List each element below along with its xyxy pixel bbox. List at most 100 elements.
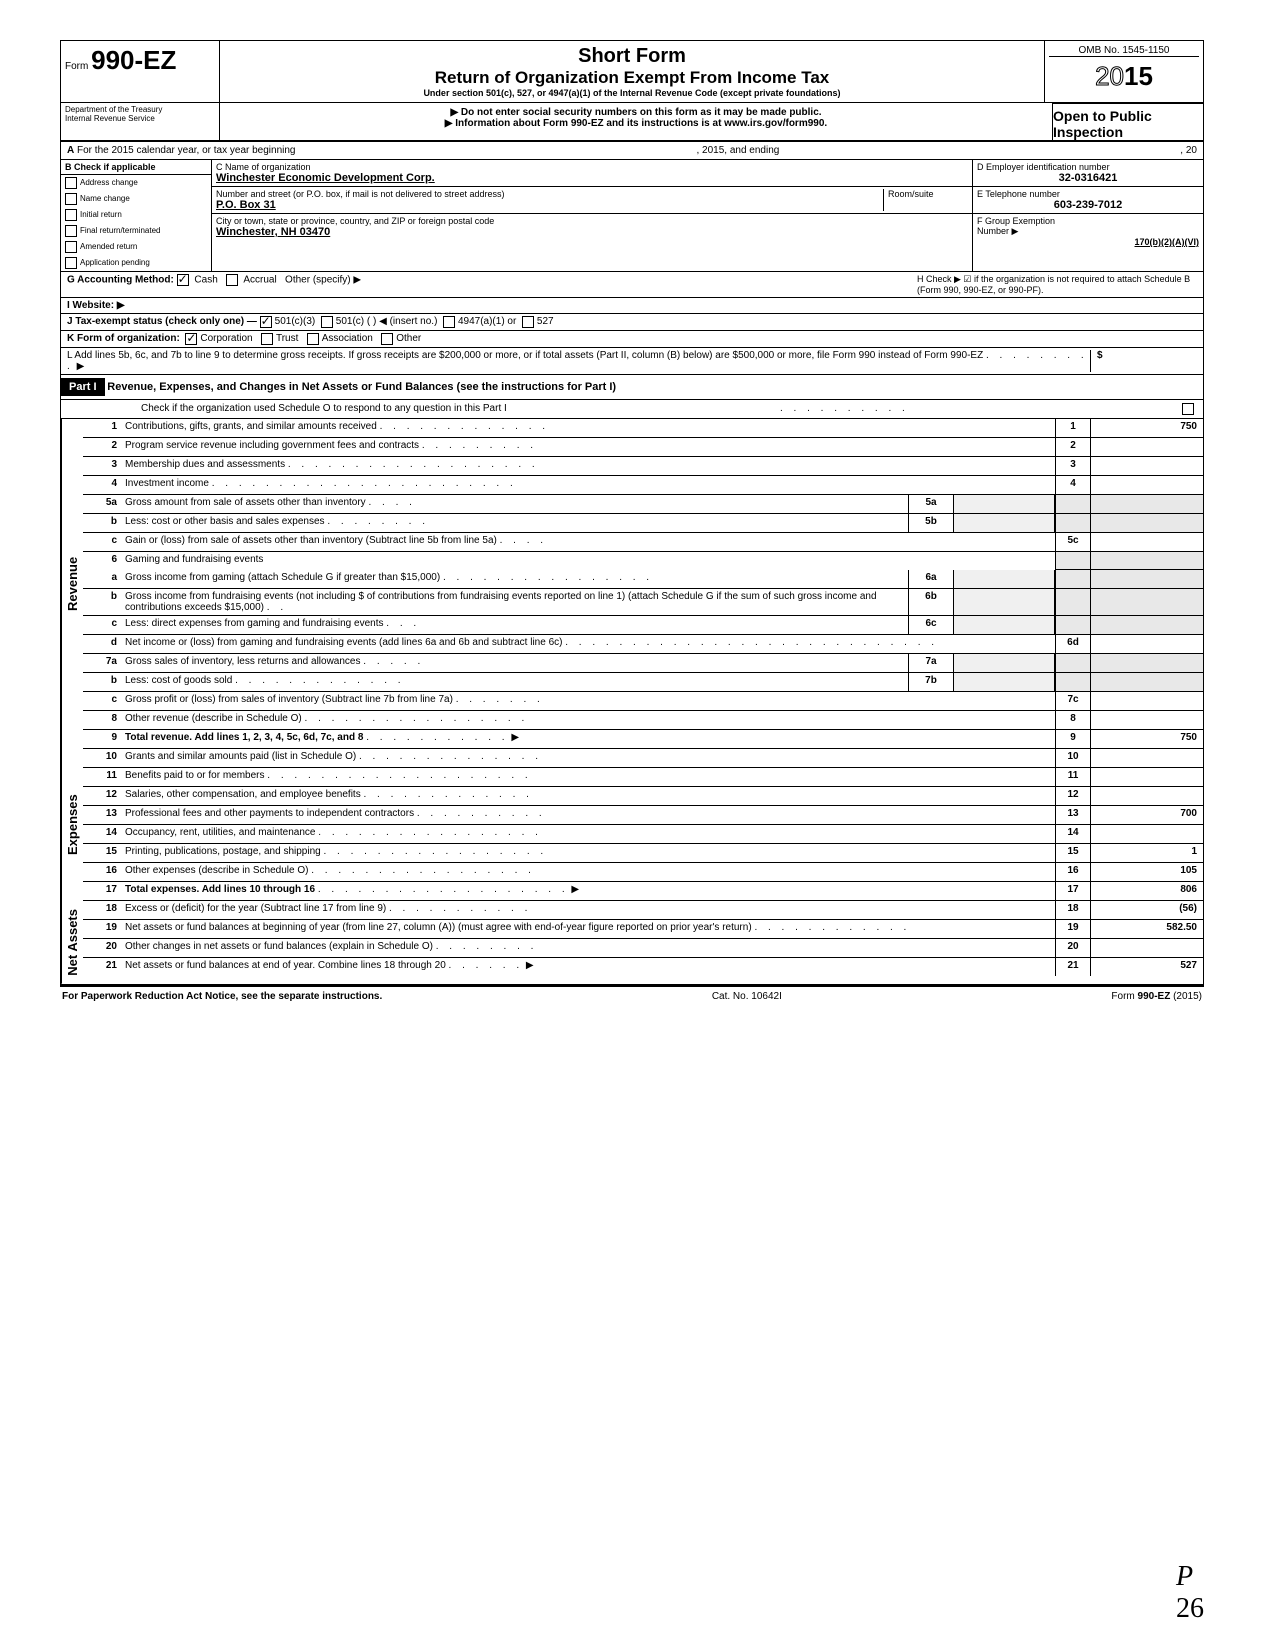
phone-value: 603-239-7012 bbox=[977, 199, 1199, 211]
form-year: 2015 bbox=[1049, 56, 1199, 92]
line-7c: c Gross profit or (loss) from sales of i… bbox=[83, 692, 1203, 711]
g-accrual: Accrual bbox=[243, 275, 276, 286]
line-6: 6 Gaming and fundraising events bbox=[83, 552, 1203, 570]
k-corp-checkbox[interactable] bbox=[185, 333, 197, 345]
j-527-checkbox[interactable] bbox=[522, 316, 534, 328]
dept-cell: Department of the Treasury Internal Reve… bbox=[61, 103, 220, 140]
j-opt2: 501(c) ( ) ◀ (insert no.) bbox=[336, 316, 438, 328]
k-corp: Corporation bbox=[200, 333, 252, 345]
row-a-right: , 20 bbox=[1180, 145, 1197, 156]
b-item-1[interactable]: Name change bbox=[61, 191, 211, 207]
k-trust-checkbox[interactable] bbox=[261, 333, 273, 345]
d-row: D Employer identification number 32-0316… bbox=[973, 160, 1203, 187]
line-2: 2 Program service revenue including gove… bbox=[83, 438, 1203, 457]
line-15: 15 Printing, publications, postage, and … bbox=[83, 844, 1203, 863]
j-501c-checkbox[interactable] bbox=[321, 316, 333, 328]
e-label: E Telephone number bbox=[977, 189, 1060, 199]
net-assets-label: Net Assets bbox=[61, 901, 83, 984]
l-text: L Add lines 5b, 6c, and 7b to line 9 to … bbox=[67, 350, 983, 361]
j-opt4: 527 bbox=[537, 316, 554, 328]
line-10: 10 Grants and similar amounts paid (list… bbox=[83, 749, 1203, 768]
line-1: 1 Contributions, gifts, grants, and simi… bbox=[83, 419, 1203, 438]
dept-row: Department of the Treasury Internal Reve… bbox=[61, 103, 1203, 142]
g-other: Other (specify) ▶ bbox=[285, 275, 361, 286]
line-9: 9 Total revenue. Add lines 1, 2, 3, 4, 5… bbox=[83, 730, 1203, 749]
l-dollar: $ bbox=[1097, 350, 1103, 361]
form-prefix: Form bbox=[65, 61, 88, 72]
line-18: 18 Excess or (deficit) for the year (Sub… bbox=[83, 901, 1203, 920]
line-6d: d Net income or (loss) from gaming and f… bbox=[83, 635, 1203, 654]
b-item-4[interactable]: Amended return bbox=[61, 239, 211, 255]
ein-value: 32-0316421 bbox=[977, 172, 1199, 184]
expenses-section: Expenses 10 Grants and similar amounts p… bbox=[61, 749, 1203, 901]
line-6a: a Gross income from gaming (attach Sched… bbox=[83, 570, 1203, 589]
row-a-prefix: A bbox=[67, 145, 74, 156]
footer: For Paperwork Reduction Act Notice, see … bbox=[60, 987, 1204, 1006]
form-ref: Form 990-EZ (2015) bbox=[1111, 991, 1202, 1002]
g-cash: Cash bbox=[194, 275, 217, 286]
f-cite: 170(b)(2)(A)(VI) bbox=[977, 237, 1199, 247]
b-item-5[interactable]: Application pending bbox=[61, 255, 211, 271]
j-label: J Tax-exempt status (check only one) — bbox=[67, 316, 257, 328]
k-label: K Form of organization: bbox=[67, 333, 180, 345]
g-cash-checkbox[interactable] bbox=[177, 274, 189, 286]
col-c: C Name of organization Winchester Econom… bbox=[212, 160, 972, 271]
h-text: H Check ▶ ☑ if the organization is not r… bbox=[917, 274, 1197, 295]
line-16: 16 Other expenses (describe in Schedule … bbox=[83, 863, 1203, 882]
street-value: P.O. Box 31 bbox=[216, 199, 276, 211]
line-11: 11 Benefits paid to or for members . . .… bbox=[83, 768, 1203, 787]
j-4947-checkbox[interactable] bbox=[443, 316, 455, 328]
year-bold: 15 bbox=[1124, 61, 1153, 91]
k-other: Other bbox=[396, 333, 421, 345]
j-opt3: 4947(a)(1) or bbox=[458, 316, 516, 328]
g-accrual-checkbox[interactable] bbox=[226, 274, 238, 286]
omb-number: OMB No. 1545-1150 bbox=[1049, 45, 1199, 56]
row-a-mid: , 2015, and ending bbox=[696, 145, 779, 156]
city-label: City or town, state or province, country… bbox=[216, 216, 494, 226]
part1-header-row: Part I Revenue, Expenses, and Changes in… bbox=[61, 375, 1203, 400]
irs-label: Internal Revenue Service bbox=[65, 114, 215, 123]
dept-treasury: Department of the Treasury bbox=[65, 105, 215, 114]
street-label: Number and street (or P.O. box, if mail … bbox=[216, 189, 504, 199]
return-title: Return of Organization Exempt From Incom… bbox=[224, 68, 1040, 88]
open-cell: Open to Public Inspection bbox=[1052, 103, 1203, 140]
line-6b: b Gross income from fundraising events (… bbox=[83, 589, 1203, 616]
line-20: 20 Other changes in net assets or fund b… bbox=[83, 939, 1203, 958]
l-arrow: ▶ bbox=[77, 361, 85, 372]
section-bcdef: B Check if applicable Address change Nam… bbox=[61, 160, 1203, 271]
paperwork-notice: For Paperwork Reduction Act Notice, see … bbox=[62, 991, 382, 1002]
c-city-row: City or town, state or province, country… bbox=[212, 214, 972, 240]
line-5c: c Gain or (loss) from sale of assets oth… bbox=[83, 533, 1203, 552]
b-item-3[interactable]: Final return/terminated bbox=[61, 223, 211, 239]
line-13: 13 Professional fees and other payments … bbox=[83, 806, 1203, 825]
j-opt1: 501(c)(3) bbox=[275, 316, 316, 328]
part1-checkbox[interactable] bbox=[1182, 403, 1194, 415]
k-other-checkbox[interactable] bbox=[381, 333, 393, 345]
line-5a: 5a Gross amount from sale of assets othe… bbox=[83, 495, 1203, 514]
b-item-0[interactable]: Address change bbox=[61, 175, 211, 191]
cat-no: Cat. No. 10642I bbox=[712, 991, 782, 1002]
f-row: F Group Exemption Number ▶ 170(b)(2)(A)(… bbox=[973, 214, 1203, 249]
open-public: Open to Public Inspection bbox=[1053, 103, 1203, 140]
row-a: A For the 2015 calendar year, or tax yea… bbox=[61, 142, 1203, 160]
col-de: D Employer identification number 32-0316… bbox=[972, 160, 1203, 271]
k-assoc-checkbox[interactable] bbox=[307, 333, 319, 345]
b-header: B Check if applicable bbox=[61, 160, 211, 175]
ssn-warning: ▶ Do not enter social security numbers o… bbox=[224, 107, 1048, 118]
page-corner: P 26 bbox=[1176, 1561, 1204, 1625]
f-label: F Group Exemption bbox=[977, 216, 1055, 226]
corner-num: 26 bbox=[1176, 1593, 1204, 1625]
row-a-left: For the 2015 calendar year, or tax year … bbox=[77, 145, 295, 156]
short-form-title: Short Form bbox=[224, 45, 1040, 68]
d-label: D Employer identification number bbox=[977, 162, 1110, 172]
form-number: 990-EZ bbox=[91, 45, 176, 75]
info-text: ▶ Information about Form 990-EZ and its … bbox=[224, 118, 1048, 129]
row-l: L Add lines 5b, 6c, and 7b to line 9 to … bbox=[61, 348, 1203, 375]
b-item-2[interactable]: Initial return bbox=[61, 207, 211, 223]
line-3: 3 Membership dues and assessments . . . … bbox=[83, 457, 1203, 476]
omb-cell: OMB No. 1545-1150 2015 bbox=[1044, 41, 1203, 102]
j-501c3-checkbox[interactable] bbox=[260, 316, 272, 328]
room-suite-label: Room/suite bbox=[883, 189, 968, 211]
line-12: 12 Salaries, other compensation, and emp… bbox=[83, 787, 1203, 806]
part1-title: Revenue, Expenses, and Changes in Net As… bbox=[107, 381, 616, 393]
